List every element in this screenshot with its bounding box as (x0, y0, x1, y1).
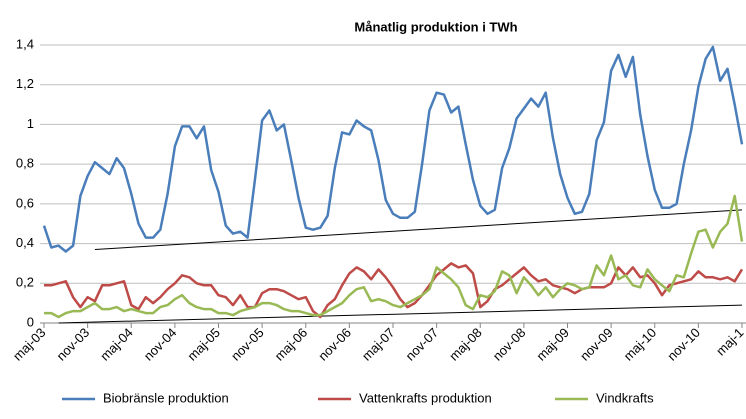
x-tick-label: maj-05 (184, 325, 223, 364)
y-tick-label: 0,2 (16, 275, 34, 290)
y-tick-label: 0,4 (16, 235, 34, 250)
x-tick-label: maj-03 (10, 325, 49, 364)
x-tick-label: nov-10 (664, 325, 703, 364)
x-tick-label: nov-05 (228, 325, 267, 364)
y-tick-label: 1,2 (16, 76, 34, 91)
y-tick-label: 1,4 (16, 36, 34, 51)
series-line (42, 45, 744, 253)
series-line (44, 194, 744, 319)
legend-label: Vattenkrafts produktion (359, 390, 492, 405)
x-tick-label: maj-1 (713, 325, 746, 359)
x-tick-label: maj-04 (97, 325, 136, 364)
chart-title: Månatlig produktion i TWh (354, 19, 517, 34)
x-tick-label: maj-08 (446, 325, 485, 364)
x-tick-label: nov-09 (577, 325, 616, 364)
x-tick-label: nov-03 (53, 325, 92, 364)
y-tick-label: 1 (27, 116, 34, 131)
trendline (58, 304, 743, 324)
trendline (94, 209, 743, 251)
x-tick-label: nov-06 (315, 325, 354, 364)
x-tick-label: nov-04 (141, 325, 180, 364)
x-tick-label: maj-06 (272, 325, 311, 364)
series-line (44, 262, 744, 319)
x-tick-label: maj-07 (359, 325, 398, 364)
legend-label: Vindkrafts (596, 390, 654, 405)
x-tick-label: nov-08 (490, 325, 529, 364)
y-tick-label: 0,6 (16, 195, 34, 210)
x-tick-label: nov-07 (402, 325, 441, 364)
legend-label: Biobränsle produktion (103, 390, 229, 405)
x-tick-label: maj-10 (621, 325, 660, 364)
y-tick-label: 0 (27, 314, 34, 329)
y-tick-label: 0,8 (16, 156, 34, 171)
x-tick-label: maj-09 (533, 325, 572, 364)
